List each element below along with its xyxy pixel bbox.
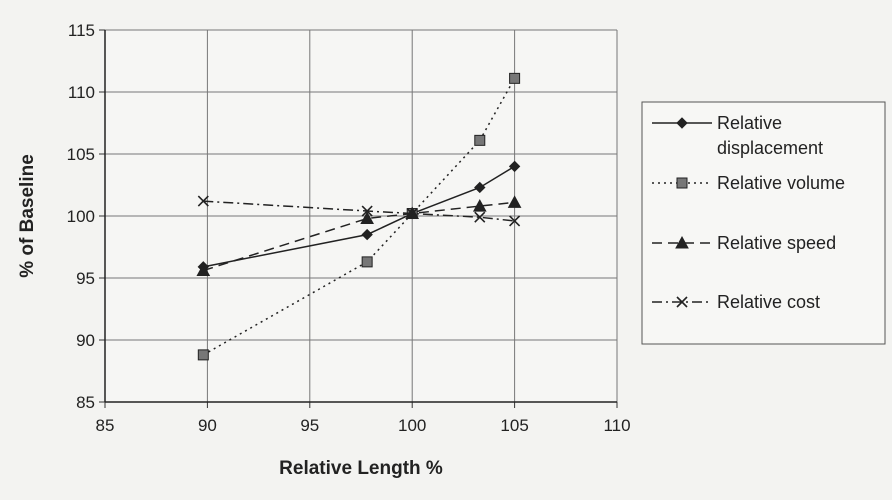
series-relative-cost bbox=[197, 195, 521, 227]
y-tick-label: 95 bbox=[76, 269, 95, 288]
data-point-x bbox=[197, 195, 209, 207]
x-tick-label: 95 bbox=[300, 416, 319, 435]
data-point-diamond bbox=[508, 160, 521, 173]
x-tick-label: 90 bbox=[198, 416, 217, 435]
y-tick-label: 85 bbox=[76, 393, 95, 412]
y-tick-label: 90 bbox=[76, 331, 95, 350]
y-tick-label: 105 bbox=[67, 145, 95, 164]
legend-label: Relative bbox=[717, 113, 782, 133]
x-tick-label: 85 bbox=[96, 416, 115, 435]
legend-marker-square bbox=[676, 177, 688, 189]
x-axis-title: Relative Length % bbox=[279, 458, 443, 479]
data-point-triangle bbox=[507, 195, 522, 208]
legend-item-relative-displacement: Relative displacement bbox=[652, 113, 823, 158]
legend-item-relative-volume: Relative volume bbox=[652, 173, 845, 193]
data-point-x bbox=[406, 207, 418, 220]
x-tick-label: 105 bbox=[500, 416, 528, 435]
legend-label: displacement bbox=[717, 138, 823, 158]
tick-labels: 85 90 95 100 105 110 85 90 95 100 105 110 115 bbox=[67, 21, 631, 435]
data-point-x bbox=[361, 205, 373, 217]
legend-label: Relative speed bbox=[717, 233, 836, 253]
y-tick-label: 115 bbox=[68, 21, 95, 40]
legend-item-relative-cost: Relative cost bbox=[652, 292, 820, 312]
data-point-square bbox=[197, 349, 209, 361]
legend-marker-triangle bbox=[675, 235, 689, 249]
y-tick-label: 110 bbox=[68, 83, 95, 102]
data-point-square bbox=[474, 134, 486, 146]
data-point-triangle bbox=[360, 211, 374, 224]
legend-item-relative-speed: Relative speed bbox=[652, 233, 836, 253]
data-point-square bbox=[361, 256, 373, 268]
legend-box bbox=[641, 101, 886, 345]
series-lines bbox=[196, 72, 522, 361]
data-point-diamond bbox=[361, 228, 373, 241]
data-point-triangle bbox=[196, 263, 211, 277]
x-tick-label: 100 bbox=[398, 416, 426, 435]
y-axis-title: % of Baseline bbox=[17, 154, 38, 278]
legend-marker-x bbox=[676, 296, 688, 308]
grid bbox=[99, 29, 618, 408]
data-point-x bbox=[509, 215, 521, 227]
data-point-x bbox=[474, 211, 486, 223]
y-tick-label: 100 bbox=[67, 207, 95, 226]
x-tick-label: 110 bbox=[603, 416, 630, 435]
legend: Relative displacement Relative volume Relat… bbox=[641, 101, 886, 345]
data-point-diamond bbox=[474, 181, 486, 194]
data-point-triangle bbox=[472, 199, 487, 212]
legend-label: Relative volume bbox=[717, 173, 845, 193]
legend-label: Relative cost bbox=[717, 292, 820, 312]
legend-marker-diamond bbox=[676, 117, 688, 129]
data-point-square bbox=[509, 72, 521, 84]
